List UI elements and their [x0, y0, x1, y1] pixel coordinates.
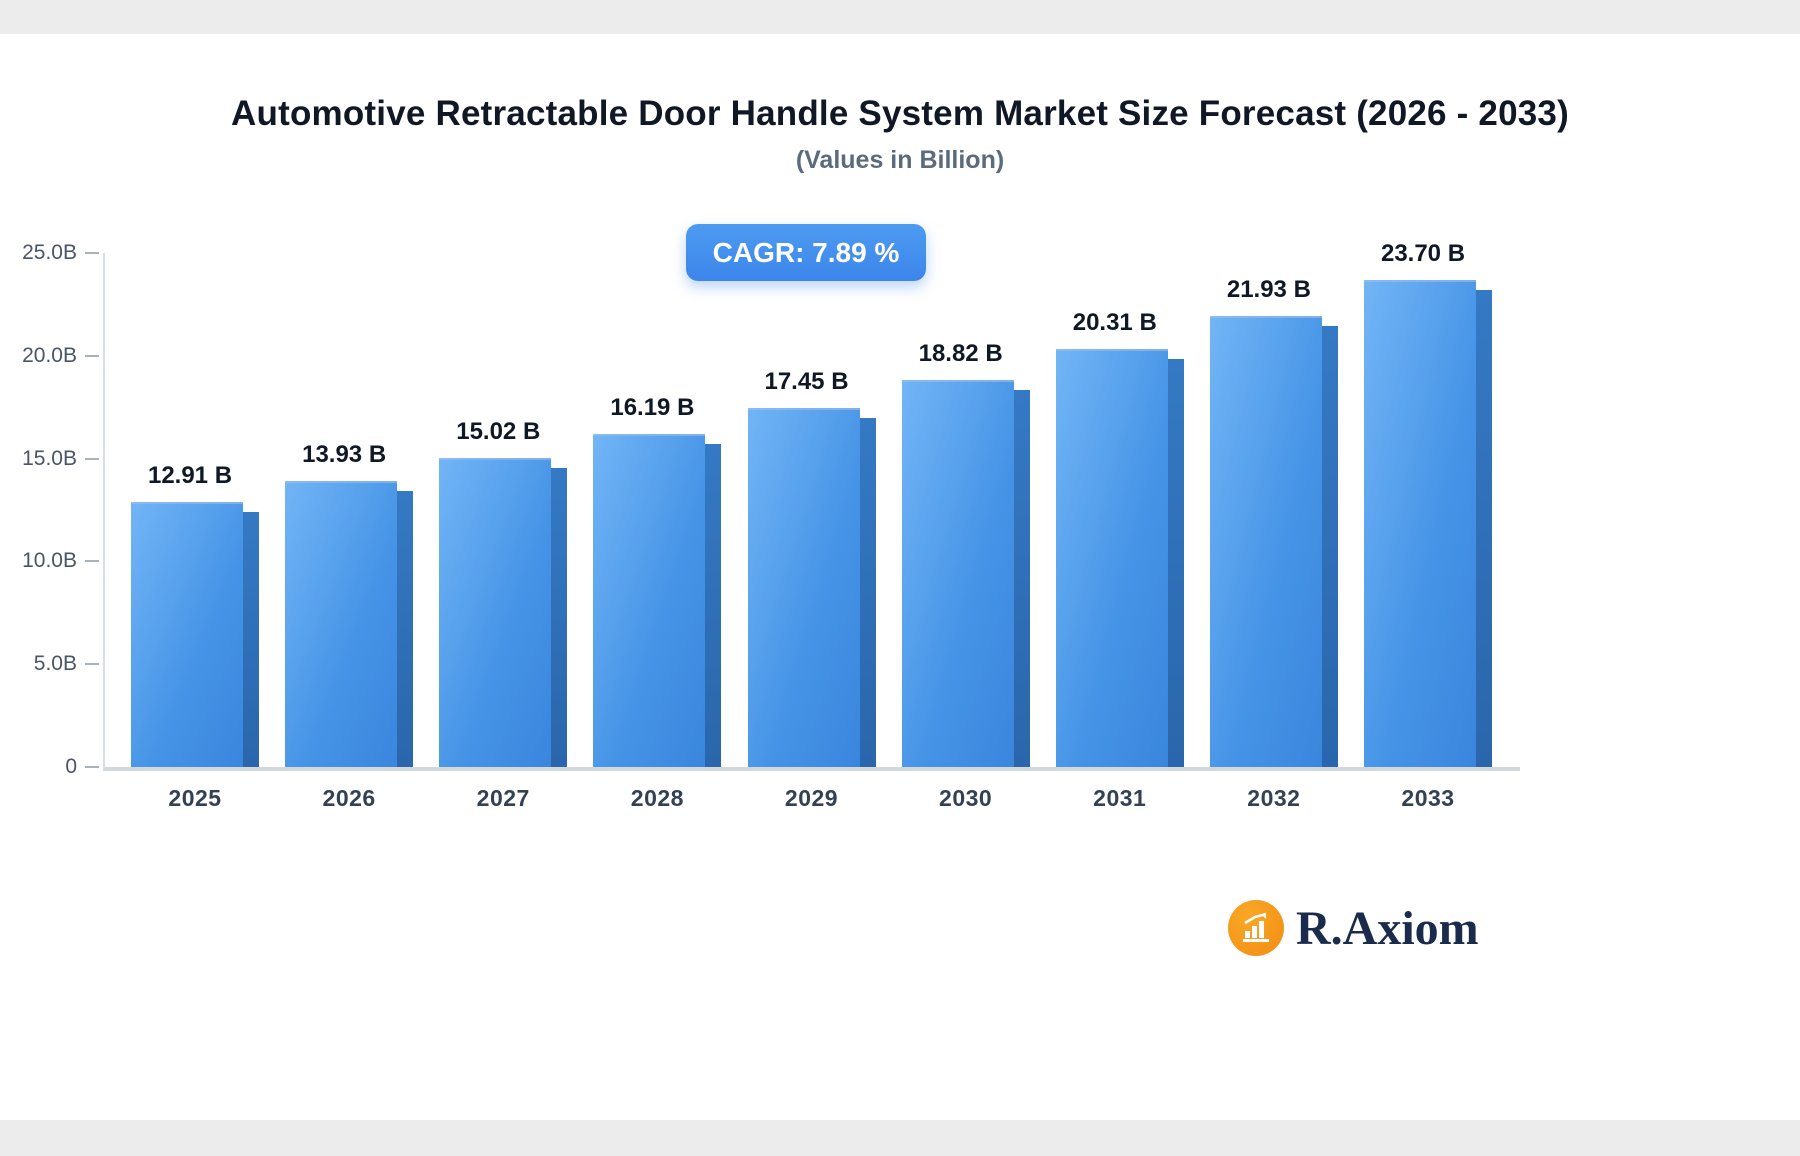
bar-front-face — [285, 480, 398, 767]
bar-side-face — [1167, 359, 1184, 767]
bar-value-label-2027: 15.02 B — [456, 418, 541, 446]
y-tick-label: 25.0B — [22, 241, 77, 264]
x-label-2028: 2028 — [630, 785, 684, 811]
y-tick-10.0B: 10.0B — [5, 549, 99, 573]
bar-2033: 23.70 B — [1364, 240, 1492, 767]
bar-value-label-2032: 21.93 B — [1226, 276, 1311, 304]
y-tick-15.0B: 15.0B — [5, 447, 99, 471]
cagr-badge: CAGR: 7.89 % — [686, 224, 926, 281]
y-tick-label: 10.0B — [22, 549, 77, 573]
x-label-2032: 2032 — [1247, 785, 1301, 811]
bar-2031: 20.31 B — [1055, 309, 1184, 767]
bar-front-face — [593, 434, 706, 767]
y-tick-mark — [85, 766, 99, 768]
y-tick-label: 0 — [65, 755, 77, 778]
bar-2032: 21.93 B — [1209, 276, 1338, 767]
y-tick-label: 5.0B — [33, 652, 77, 676]
chart-subtitle: (Values in Billion) — [795, 146, 1005, 174]
bar-value-label-2026: 13.93 B — [302, 440, 387, 468]
bar-value-label-2028: 16.19 B — [610, 394, 695, 422]
bar-2029: 17.45 B — [747, 368, 876, 767]
bar-front-face — [1055, 349, 1168, 767]
bar-side-face — [1476, 289, 1492, 767]
x-label-2029: 2029 — [784, 785, 839, 811]
bar-value-label-2030: 18.82 B — [918, 340, 1003, 368]
bar-value-label-2031: 20.31 B — [1072, 309, 1157, 337]
x-label-2031: 2031 — [1093, 785, 1147, 811]
y-tick-label: 20.0B — [22, 343, 77, 367]
bar-value-label-2025: 12.91 B — [147, 461, 233, 489]
bar-2025: 12.91 B — [131, 462, 259, 767]
y-tick-mark — [85, 354, 99, 357]
y-tick-mark — [85, 560, 99, 563]
brand-logo: R.Axiom — [1228, 900, 1479, 956]
x-label-2027: 2027 — [476, 785, 530, 811]
chart-card: Automotive Retractable Door Handle Syste… — [0, 34, 1800, 1120]
bar-2026: 13.93 B — [285, 441, 414, 767]
bar-side-face — [397, 490, 414, 767]
bar-value-label-2033: 23.70 B — [1380, 239, 1466, 267]
y-tick-mark — [85, 663, 99, 666]
x-axis-labels: 2025 2026 2027 2028 2029 2030 2031 2032 2033 — [105, 785, 1520, 812]
chart-title: Automotive Retractable Door Handle Syste… — [231, 94, 1569, 133]
bars-container: 12.91 B 13.93 B 15.02 B 16.19 B 17.45 B 18.82… — [105, 240, 1520, 767]
bar-front-face — [131, 501, 243, 767]
bar-side-face — [551, 468, 568, 767]
bar-front-face — [1209, 316, 1322, 767]
cagr-label: CAGR: 7.89 % — [712, 236, 900, 268]
x-label-2025: 2025 — [168, 785, 222, 811]
bar-side-face — [859, 418, 876, 767]
bar-side-face — [1321, 326, 1338, 767]
bar-2030: 18.82 B — [901, 340, 1030, 767]
bar-2028: 16.19 B — [593, 394, 722, 767]
bar-front-face — [439, 458, 552, 767]
bar-side-face — [1013, 390, 1030, 767]
x-label-2030: 2030 — [939, 785, 993, 811]
bar-front-face — [1364, 279, 1476, 767]
brand-name: R.Axiom — [1296, 901, 1479, 955]
y-tick-mark — [85, 252, 99, 254]
y-tick-mark — [85, 457, 99, 460]
y-tick-20.0B: 20.0B — [5, 344, 99, 368]
plot-area: 0 5.0B 10.0B 15.0B 20.0B 25.0B 12.91 B 13.93 B… — [22, 240, 1520, 811]
y-tick-0: 0 — [5, 755, 99, 779]
y-tick-5.0B: 5.0B — [5, 652, 99, 676]
x-label-2026: 2026 — [322, 785, 376, 811]
y-tick-25.0B: 25.0B — [5, 241, 99, 265]
bar-side-face — [705, 444, 722, 767]
y-tick-label: 15.0B — [22, 446, 77, 470]
x-label-2033: 2033 — [1401, 785, 1455, 811]
bar-value-label-2029: 17.45 B — [764, 368, 849, 396]
bar-front-face — [901, 380, 1014, 767]
bar-chart-icon — [1228, 900, 1284, 956]
bar-side-face — [243, 511, 259, 767]
bar-front-face — [747, 408, 860, 767]
bar-2027: 15.02 B — [439, 418, 568, 767]
